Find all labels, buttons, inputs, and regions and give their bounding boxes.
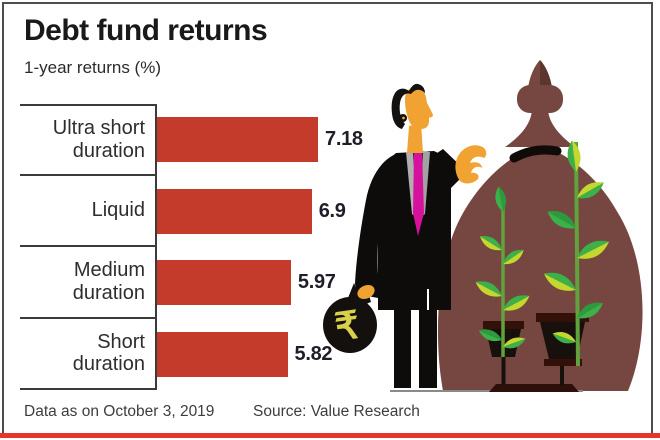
leaf-icon [479,236,502,251]
category-label: Medium duration [20,247,157,319]
leaf-icon [503,249,524,265]
chart-row: Liquid 6.9 [20,175,640,247]
leaf-icon [552,332,576,344]
category-label: Ultra short duration [20,104,157,176]
illustration: ₹ [323,60,643,392]
data-note: Data as on October 3, 2019 [24,403,215,420]
source-credit: Source: Value Research [253,403,420,420]
leaf-icon [567,140,581,172]
leaf-icon [547,211,576,229]
coin-slot-icon [509,145,562,163]
bar-value: 5.97 [297,271,336,294]
leaf-icon [503,295,530,311]
raised-hand [455,145,487,184]
leaf-icon [478,329,502,342]
bar-chart: Ultra short duration 7.18 Liquid 6.9 Medium … [20,104,640,390]
chart-rows: Ultra short duration 7.18 Liquid 6.9 Medium … [20,104,640,390]
leaf-icon [495,186,507,212]
leaf-icon [577,302,603,319]
chart-row: Medium duration 5.97 [20,247,640,319]
chart-row: Ultra short duration 7.18 [20,104,640,176]
money-pot [437,60,643,391]
leaf-icon [577,240,610,259]
bar [157,260,291,306]
bar [157,117,318,163]
bar [157,188,312,234]
page-title: Debt fund returns [24,14,268,47]
leaf-icon [503,337,526,349]
bar-value: 7.18 [325,128,363,151]
bar [157,331,288,377]
plants [475,140,610,367]
tie [413,151,424,236]
category-label: Short duration [20,318,157,390]
chart-row: Short duration 5.82 [20,318,640,390]
money-bag-icon: ₹ [323,283,377,353]
leaf-icon [577,182,604,199]
bar-value: 5.82 [294,342,333,365]
category-label: Liquid [20,175,157,247]
bar-value: 6.9 [318,199,346,222]
chart-subtitle: 1-year returns (%) [24,58,161,77]
businessman [355,83,487,388]
bottom-accent-line [0,433,660,438]
leaf-icon [475,281,502,297]
bag-hand [357,284,375,300]
rupee-symbol: ₹ [332,305,362,350]
leaf-icon [543,272,576,291]
